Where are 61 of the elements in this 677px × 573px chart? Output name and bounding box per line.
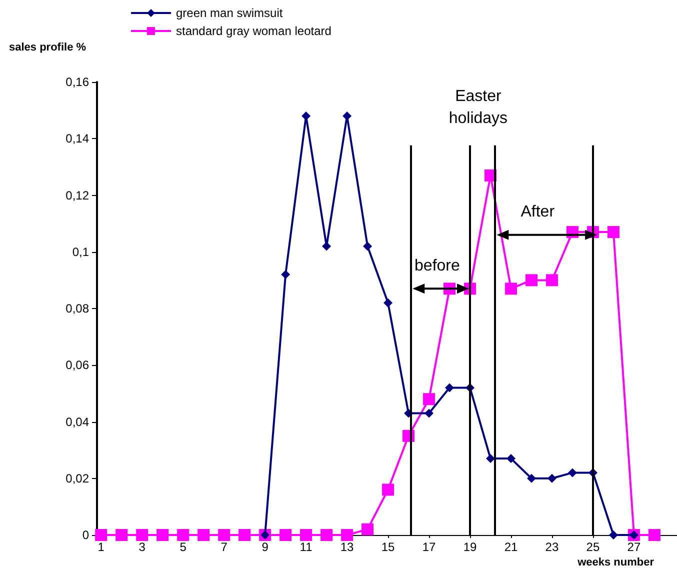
x-tick-label: 27: [627, 540, 641, 554]
point: [116, 529, 128, 541]
point: [280, 529, 292, 541]
y-tick-label: 0,08: [66, 302, 90, 316]
point: [486, 454, 495, 464]
point: [546, 274, 558, 286]
x-axis-title: weeks number: [576, 556, 655, 568]
x-tick-label: 1: [98, 540, 105, 554]
y-tick-label: 0,16: [66, 75, 90, 89]
x-tick-label: 5: [180, 540, 187, 554]
point: [320, 529, 333, 541]
point: [218, 529, 230, 541]
x-tick-label: 13: [340, 540, 354, 554]
point: [384, 298, 393, 308]
y-tick-label: 0,02: [66, 471, 90, 486]
y-tick-label: 0: [82, 528, 90, 542]
y-tick-label: 0,14: [66, 132, 90, 146]
point: [341, 529, 354, 541]
point: [363, 242, 372, 251]
point: [504, 282, 517, 295]
x-tick-label: 17: [422, 540, 436, 554]
point: [177, 529, 190, 541]
point: [547, 474, 556, 483]
point: [198, 529, 210, 541]
annotation: Easter holidays: [448, 88, 508, 127]
point: [525, 274, 538, 286]
y-tick-label: 0,04: [66, 414, 90, 429]
point: [526, 474, 536, 483]
point: [607, 226, 620, 238]
legend-label: green man swimsuit: [176, 6, 284, 20]
point: [445, 383, 454, 392]
point: [281, 270, 290, 280]
y-axis-title: sales profile %: [9, 42, 86, 54]
x-tick-label: 23: [545, 540, 559, 554]
point: [238, 529, 251, 541]
point: [362, 523, 374, 536]
point: [156, 529, 169, 541]
point: [95, 529, 108, 541]
point: [302, 111, 311, 120]
point: [648, 529, 660, 541]
point: [300, 529, 312, 541]
annotation: before: [414, 258, 460, 275]
legend-label: standard gray woman leotard: [176, 24, 332, 38]
point: [423, 393, 436, 406]
x-tick-label: 15: [381, 540, 396, 554]
y-tick-label: 0,12: [66, 188, 90, 202]
x-tick-label: 25: [586, 540, 600, 554]
x-tick-label: 19: [463, 540, 477, 554]
y-tick-label: 0,06: [66, 358, 90, 372]
point: [136, 529, 148, 541]
point: [568, 468, 577, 478]
annotation: After: [520, 204, 556, 221]
x-tick-label: 11: [300, 540, 313, 554]
y-tick-label: 0,1: [72, 244, 90, 259]
x-tick-label: 21: [504, 540, 518, 554]
point: [608, 530, 618, 540]
x-tick-label: 3: [138, 540, 146, 554]
point: [382, 484, 394, 496]
x-tick-label: 7: [220, 540, 228, 554]
point: [424, 408, 434, 418]
x-tick-label: 9: [262, 540, 269, 554]
